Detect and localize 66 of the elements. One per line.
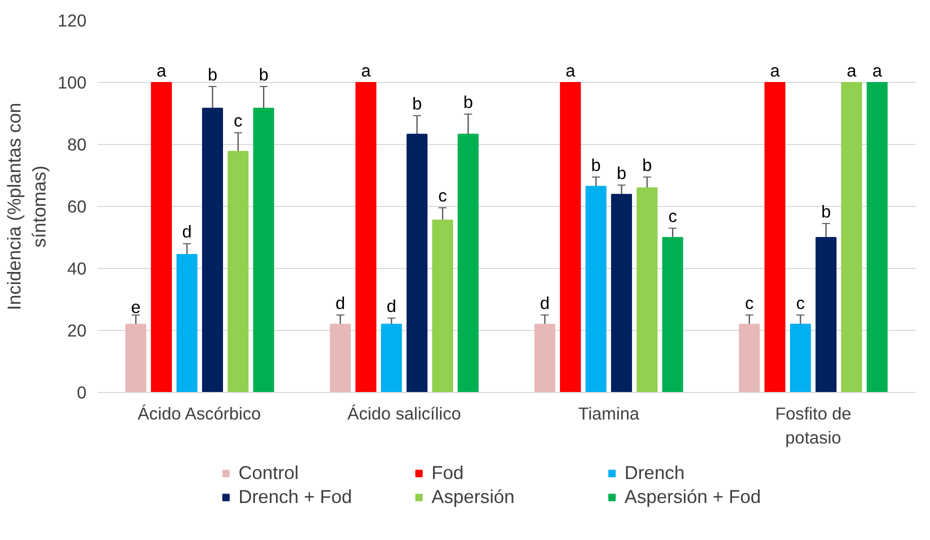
legend-label: Drench + Fod [238,486,354,508]
data-label: b [412,94,422,114]
bar [432,220,454,392]
bar [790,324,811,392]
bar [202,108,223,392]
bar [662,237,684,392]
data-label: c [745,293,754,313]
data-label: c [796,293,806,313]
legend-label: Fod [432,462,465,484]
bar [458,134,479,392]
bar [534,324,556,392]
bar [611,194,632,392]
bar [406,134,428,392]
bar [586,186,606,392]
y-tick-label: 60 [67,196,87,216]
bar [841,82,862,392]
data-label: d [540,293,550,313]
data-label: d [336,293,346,313]
y-tick-label: 40 [67,258,87,278]
data-label: b [463,92,473,112]
data-label: a [872,60,882,80]
y-tick-label: 120 [58,10,87,30]
data-label: b [208,64,218,85]
y-axis-title: Incidencia (%plantas con síntomas) [3,102,50,310]
x-tick-label: Tiamina [578,404,640,424]
bar [355,82,376,392]
legend-label: Aspersión [432,486,516,508]
bar [738,324,760,392]
bar [228,150,249,392]
bar [764,82,786,392]
y-tick-label: 20 [67,320,87,340]
bar [636,187,658,392]
data-label: e [131,297,141,317]
data-label: b [258,64,268,85]
legend-label: Control [238,462,300,484]
bar [816,237,836,392]
data-label: c [668,206,678,226]
bar [330,324,351,392]
data-label: a [770,60,780,80]
data-label: a [846,60,857,80]
bar [125,324,146,392]
legend-label: Aspersión + Fod [624,486,762,508]
bar [176,254,198,392]
data-label: b [821,202,831,222]
legend-label: Drench [624,462,686,484]
data-label: a [566,60,576,80]
data-label: d [386,296,396,316]
bar [381,324,402,392]
x-tick-label: Fosfito de potasio [775,404,852,448]
y-tick-label: 80 [67,134,87,154]
data-label: c [438,186,448,206]
bar [150,82,172,392]
data-label: a [156,60,167,80]
y-tick-label: 100 [58,72,87,92]
bar [866,82,888,392]
data-label: a [361,60,372,80]
y-tick-label: 0 [76,382,87,402]
data-label: d [182,222,192,242]
bar [560,82,581,392]
data-label: b [591,155,601,176]
data-label: b [616,163,626,184]
x-tick-label: Ácido Ascórbico [138,404,261,424]
bar [253,108,274,392]
data-label: b [642,155,652,176]
data-label: c [234,110,243,131]
x-tick-label: Ácido salicílico [347,404,462,424]
